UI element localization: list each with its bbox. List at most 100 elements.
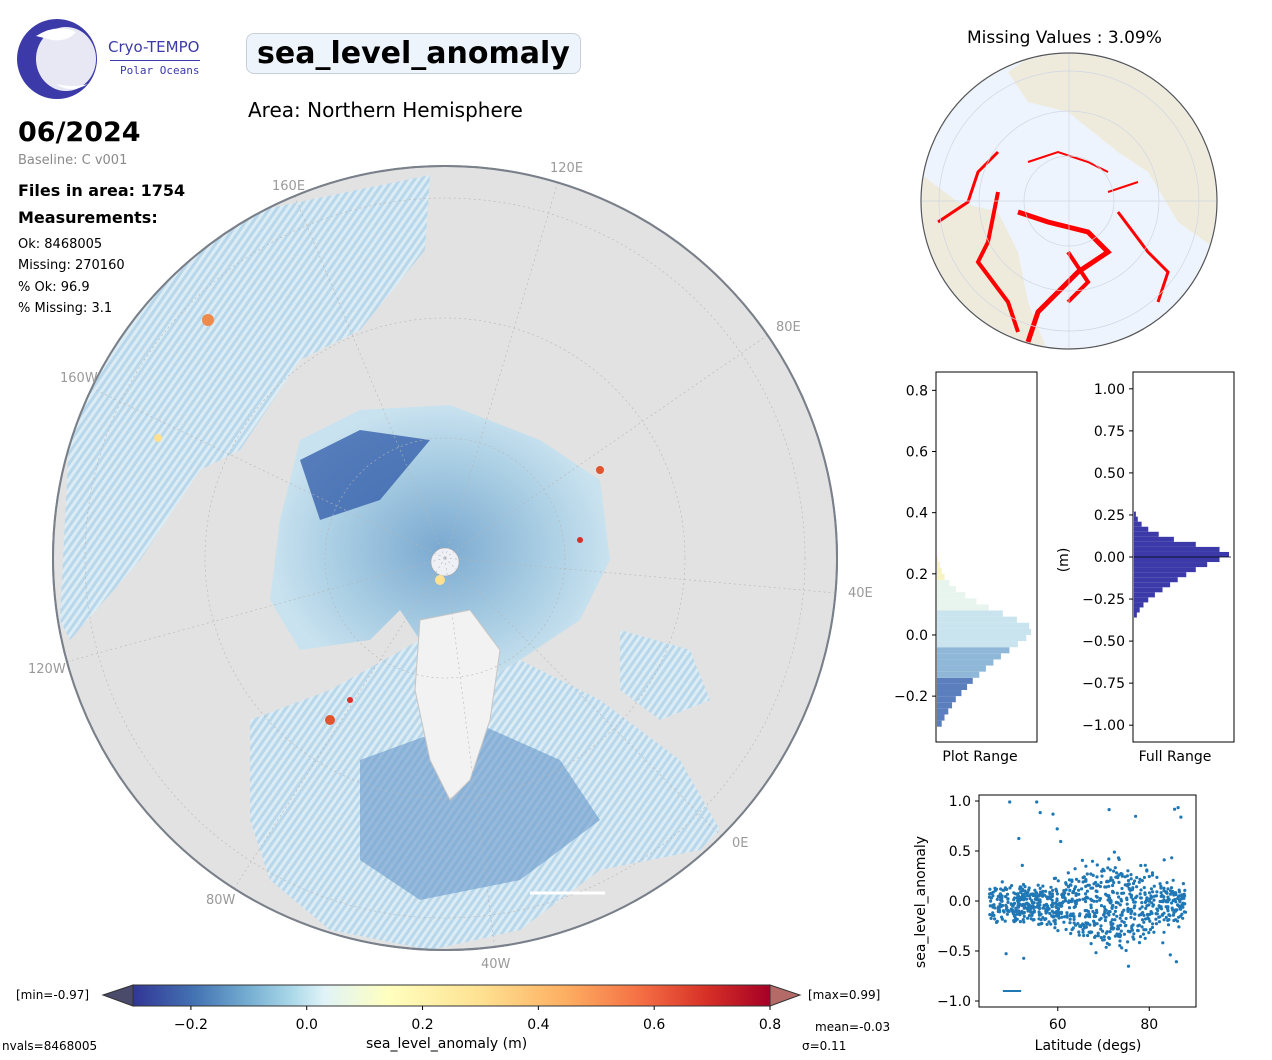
- hist1-bar: [937, 659, 994, 666]
- scatter-point: [1050, 914, 1054, 918]
- scatter-point: [1177, 888, 1181, 892]
- hist1-ticks: −0.2 0.0 0.2 0.4 0.6 0.8: [894, 383, 936, 705]
- scatter-point: [1170, 901, 1174, 905]
- scatter-point: [1129, 873, 1133, 877]
- scatter-point: [1037, 922, 1041, 926]
- scatter-point: [1013, 901, 1017, 905]
- scatter-point: [1098, 898, 1102, 902]
- scatter-point: [1164, 890, 1168, 894]
- scatter-point: [1125, 902, 1129, 906]
- hist2-bar: [1134, 572, 1187, 578]
- hist1-tick-label: −0.2: [894, 689, 928, 705]
- scatter-point: [1026, 916, 1030, 920]
- scatter-point: [1162, 889, 1166, 893]
- scatter-point: [1060, 901, 1064, 905]
- scatter-point: [1027, 886, 1031, 890]
- hist1-bar: [937, 622, 1030, 629]
- scatter-point: [1029, 906, 1033, 910]
- scatter-point: [1022, 904, 1026, 908]
- scatter-point: [1154, 922, 1158, 926]
- scatter-point: [1095, 899, 1099, 903]
- scatter-point: [1167, 913, 1171, 917]
- hist1-tick-label: 0.0: [906, 628, 928, 644]
- colorbar-min-label: [min=-0.97]: [16, 988, 90, 1002]
- scatter-point: [1142, 886, 1146, 890]
- scatter-point: [1044, 909, 1048, 913]
- scatter-point: [1084, 899, 1088, 904]
- measurements-heading: Measurements:: [18, 208, 158, 227]
- logo-subtitle: Polar Oceans: [120, 64, 200, 77]
- scatter-point: [995, 897, 999, 901]
- scatter-point: [1072, 917, 1076, 921]
- scatter-point: [1102, 905, 1106, 909]
- scatter-point: [1081, 897, 1085, 901]
- scatter-point: [1022, 920, 1026, 924]
- scatter-point: [1050, 909, 1054, 913]
- hist1-tick-label: 0.8: [906, 383, 928, 399]
- scatter-point: [1056, 929, 1060, 933]
- scatter-point: [1174, 960, 1178, 964]
- scatter-point: [1022, 956, 1026, 960]
- scatter-point: [1078, 924, 1082, 928]
- scatter-point: [1067, 899, 1071, 903]
- scatter-point: [1120, 913, 1124, 917]
- scatter-point: [1051, 812, 1055, 816]
- scatter-point: [1126, 940, 1130, 944]
- scatter-point: [1154, 917, 1158, 921]
- scatter-point: [1172, 893, 1176, 897]
- scatter-point: [1053, 876, 1058, 880]
- hist1-bar: [937, 708, 949, 715]
- hist2-xlabel: Full Range: [1139, 749, 1212, 765]
- scatter-point: [1096, 931, 1100, 935]
- scatter-point: [1122, 891, 1126, 895]
- logo-globe-icon: [17, 19, 97, 99]
- scatter-point: [1107, 884, 1111, 888]
- scatter-point: [1107, 808, 1111, 812]
- scatter-point: [1086, 910, 1091, 914]
- scatter-point: [1050, 892, 1054, 896]
- scatter-point: [1059, 839, 1063, 844]
- scatter-point: [1136, 929, 1140, 933]
- scatter-point: [1117, 932, 1122, 936]
- scatter-point: [1169, 886, 1174, 890]
- hist1-bar: [937, 634, 1027, 642]
- scatter-point: [1170, 856, 1174, 860]
- colorbar-tick-label: 0.6: [643, 1017, 665, 1033]
- scatter-point: [1041, 906, 1045, 910]
- scatter-point: [1032, 909, 1036, 913]
- scatter-ytick-label: 0.5: [949, 844, 971, 860]
- scatter-point: [1053, 926, 1057, 930]
- scatter-point: [1047, 907, 1051, 911]
- hist1-bar: [937, 665, 986, 672]
- scatter-point: [1055, 892, 1059, 896]
- scatter-point: [1049, 885, 1053, 889]
- scatter-point: [1101, 867, 1105, 871]
- scatter-point: [1040, 921, 1044, 926]
- scatter-point: [1162, 886, 1166, 890]
- scatter-point: [1016, 901, 1020, 905]
- scatter-point: [1151, 922, 1155, 926]
- scatter-point: [1018, 887, 1022, 891]
- scatter-point: [1140, 879, 1144, 883]
- scatter-point: [1098, 918, 1102, 922]
- scatter-point: [1084, 878, 1088, 882]
- scatter-point: [1117, 880, 1121, 884]
- scatter-point: [1129, 877, 1133, 881]
- scatter-point: [1138, 907, 1142, 911]
- scatter-point: [1151, 904, 1155, 908]
- scatter-point: [1019, 890, 1023, 894]
- scatter-point: [1176, 895, 1180, 899]
- scatter-point: [1016, 897, 1020, 901]
- hist1-bar: [937, 628, 1032, 635]
- scatter-point: [1166, 923, 1171, 927]
- scatter-point: [1149, 894, 1153, 898]
- scatter-point: [1090, 859, 1095, 863]
- scatter-point: [1033, 905, 1037, 909]
- scatter-point: [1176, 806, 1180, 810]
- hist2-bar: [1134, 546, 1220, 552]
- hist1-bar: [937, 647, 1010, 654]
- hist1-bar: [937, 604, 989, 611]
- scatter-point: [1008, 800, 1012, 804]
- hist2-bar: [1134, 536, 1174, 542]
- scatter-point: [1133, 879, 1137, 883]
